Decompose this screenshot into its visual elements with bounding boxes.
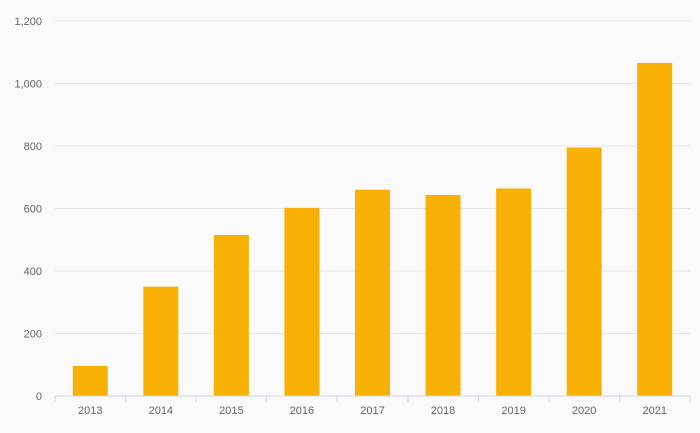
x-axis-label: 2019 xyxy=(501,405,525,417)
x-axis-label: 2021 xyxy=(642,405,666,417)
x-axis-label: 2017 xyxy=(360,405,384,417)
bar-2013 xyxy=(72,366,108,396)
y-axis-label: 0 xyxy=(36,391,42,403)
x-axis-label: 2015 xyxy=(219,405,243,417)
y-axis-label: 800 xyxy=(24,141,42,153)
bar-2016 xyxy=(284,207,320,396)
x-axis-label: 2016 xyxy=(290,405,314,417)
x-axis-label: 2018 xyxy=(431,405,455,417)
y-axis-label: 1,000 xyxy=(14,79,42,91)
y-axis-label: 600 xyxy=(24,204,42,216)
x-axis-label: 2020 xyxy=(572,405,596,417)
bar-2014 xyxy=(143,286,179,396)
bar-2015 xyxy=(213,235,249,396)
bar-2017 xyxy=(355,189,390,396)
bar-2019 xyxy=(496,188,532,396)
bar-2021 xyxy=(637,62,673,396)
y-axis-label: 1,200 xyxy=(14,16,42,28)
bar-2018 xyxy=(425,195,461,396)
bar-2020 xyxy=(566,147,602,396)
x-axis-label: 2014 xyxy=(149,405,173,417)
x-axis-label: 2013 xyxy=(78,405,102,417)
y-axis-label: 200 xyxy=(24,329,42,341)
y-axis-label: 400 xyxy=(24,266,42,278)
